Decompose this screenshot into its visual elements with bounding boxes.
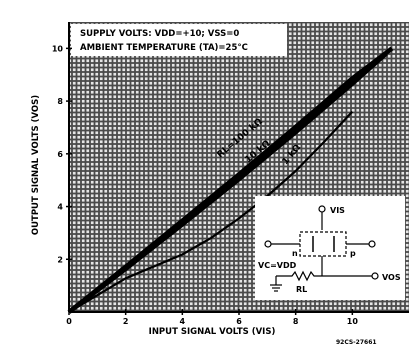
inset-schematic: VIS n p VC=VDD VOS RL	[255, 196, 405, 300]
y-tick-label: 2	[57, 255, 63, 264]
series-line-3	[68, 110, 354, 313]
inset-label-n: n	[292, 249, 298, 258]
x-axis-label: INPUT SIGNAL VOLTS (VIS)	[149, 327, 276, 337]
inset-label-rl: RL	[296, 285, 307, 294]
header-box	[71, 24, 287, 56]
chart-header-line-1: SUPPLY VOLTS: VDD=+10; VSS=0	[80, 29, 239, 39]
x-tick-label: 8	[293, 317, 299, 326]
ticks-layer: 0 2 4 6 8 10 2 4 6 8 10	[52, 44, 358, 326]
y-tick-label: 4	[57, 203, 63, 212]
inset-terminal-vos	[371, 272, 379, 280]
inset-terminal-vis	[318, 205, 326, 213]
y-axis-label: OUTPUT SIGNAL VOLTS (VOS)	[31, 95, 41, 235]
series-line-2	[67, 51, 388, 314]
chart-header-line-2: AMBIENT TEMPERATURE (TA)=25°C	[80, 43, 248, 53]
inset-terminal-left	[264, 240, 272, 248]
x-tick-label: 0	[66, 317, 72, 326]
y-tick-label: 10	[52, 44, 64, 53]
x-tick-label: 10	[347, 317, 359, 326]
inset-label-vos: VOS	[382, 273, 401, 282]
y-tick-label: 6	[57, 150, 63, 159]
inset-label-vis: VIS	[330, 206, 345, 215]
inset-resistor-rl	[276, 270, 322, 282]
inset-terminal-right	[368, 240, 376, 248]
inset-label-p: p	[350, 249, 356, 258]
y-tick-label: 8	[57, 97, 63, 106]
inset-background	[255, 196, 405, 300]
figure-code: 92CS-27661	[336, 339, 377, 346]
x-tick-label: 6	[236, 317, 242, 326]
series-layer	[67, 46, 394, 314]
inset-label-vc: VC=VDD	[258, 261, 297, 270]
x-tick-label: 4	[180, 317, 186, 326]
x-tick-label: 2	[123, 317, 129, 326]
